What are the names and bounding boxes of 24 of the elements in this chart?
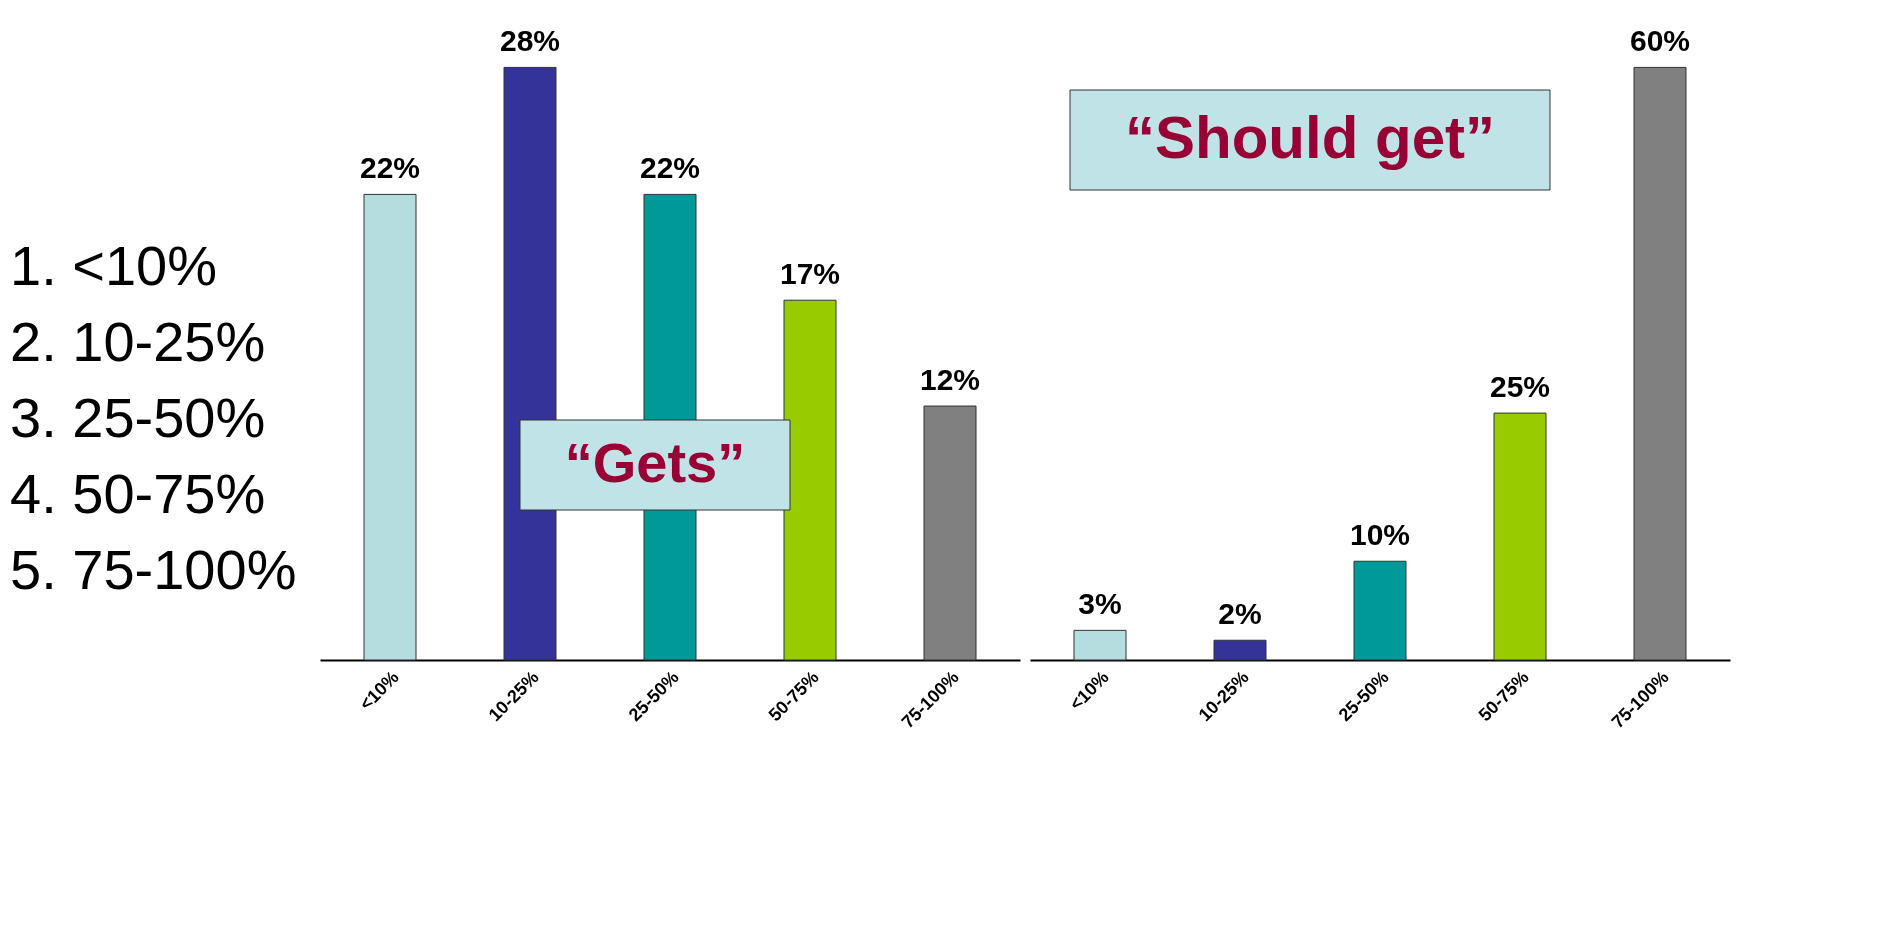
bar [1353, 560, 1407, 661]
bar [1493, 412, 1547, 661]
data-label: 3% [1078, 587, 1122, 621]
bar [1213, 639, 1267, 661]
data-label: 22% [359, 151, 421, 185]
data-label: 25% [1489, 370, 1551, 404]
bar [363, 193, 417, 661]
text: 5. 75-100% [10, 538, 297, 601]
data-label: 2% [1218, 597, 1262, 631]
text: “Should get” [1125, 104, 1495, 171]
text: 2. 10-25% [10, 310, 266, 373]
text: 4. 50-75% [10, 462, 266, 525]
bar [1073, 629, 1127, 661]
data-label: 17% [779, 257, 841, 291]
data-label: 28% [499, 24, 561, 58]
text: 3. 25-50% [10, 386, 266, 449]
data-label: 12% [919, 363, 981, 397]
data-label: 60% [1629, 24, 1691, 58]
bar [923, 405, 977, 661]
bar [1633, 66, 1687, 661]
text: “Gets” [564, 431, 746, 494]
data-label: 22% [639, 151, 701, 185]
data-label: 10% [1349, 518, 1411, 552]
text: 1. <10% [10, 234, 218, 297]
